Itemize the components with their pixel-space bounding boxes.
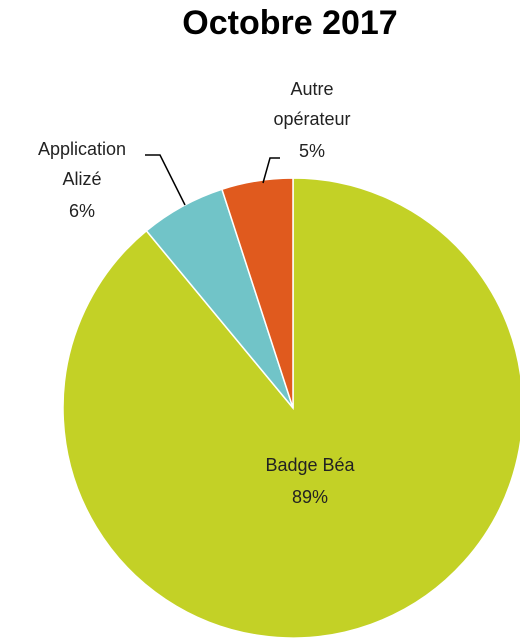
pie-slice [220,177,294,409]
pie-slice [62,177,520,639]
category-label: Autre opérateur [273,79,351,129]
leader-line [262,157,280,184]
chart-title: Octobre 2017 [182,4,398,42]
value-label: 6% [68,201,95,221]
leader-line [145,154,186,206]
category-label: Application Alizé [37,139,127,189]
value-label: 89% [291,487,329,507]
category-label: Badge Béa [265,455,355,475]
value-label: 5% [298,141,325,161]
